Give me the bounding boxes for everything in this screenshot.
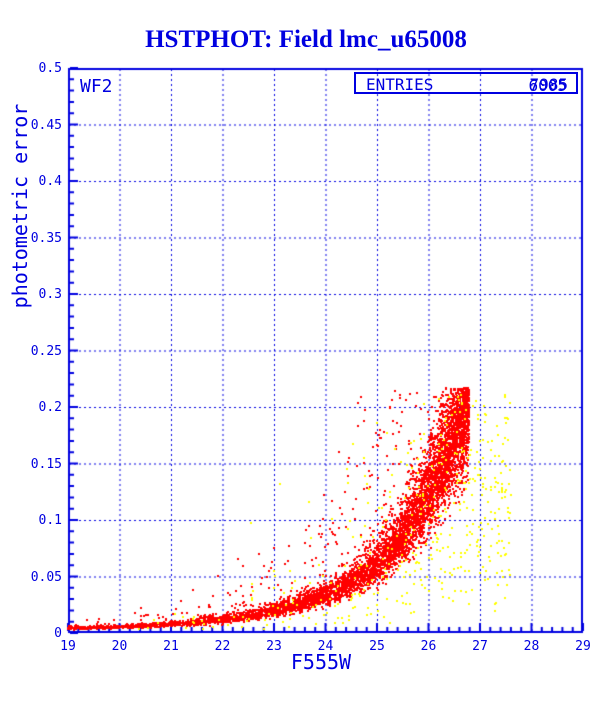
y-tick-label-0.2: 0.2: [38, 400, 62, 415]
y-tick-label-0.45: 0.45: [30, 117, 62, 133]
x-tick-label-24: 24: [317, 639, 334, 654]
chip-label: WF2: [80, 76, 113, 97]
x-tick-label-29: 29: [575, 639, 591, 654]
x-tick-label-21: 21: [163, 639, 179, 654]
entries-stats-box: ENTRIES 7985 6005: [354, 72, 578, 95]
y-tick-label-0.05: 0.05: [30, 569, 62, 585]
x-tick-label-23: 23: [266, 639, 282, 654]
y-axis-title: photometric error: [8, 103, 32, 309]
x-tick-label-22: 22: [214, 639, 231, 654]
x-tick-label-27: 27: [472, 639, 488, 654]
y-tick-label-0.4: 0.4: [38, 174, 62, 189]
x-tick-label-28: 28: [523, 639, 540, 654]
y-tick-label-0.5: 0.5: [38, 61, 62, 76]
entries-label: ENTRIES: [366, 75, 434, 94]
x-axis-title: F555W: [290, 650, 352, 674]
y-tick-label-0.35: 0.35: [30, 230, 62, 246]
x-tick-label-26: 26: [420, 639, 437, 654]
y-tick-label-0.25: 0.25: [30, 343, 62, 359]
x-tick-label-19: 19: [60, 639, 76, 654]
entries-value-bottom: 6005: [528, 76, 567, 95]
y-tick-label-0.15: 0.15: [30, 456, 62, 472]
y-tick-label-0.3: 0.3: [38, 287, 62, 302]
entries-value-top: 7985: [529, 75, 568, 94]
y-tick-label-0.1: 0.1: [38, 513, 62, 528]
x-tick-label-20: 20: [111, 639, 128, 654]
y-tick-label-0: 0: [54, 626, 62, 641]
x-tick-label-25: 25: [369, 639, 385, 654]
